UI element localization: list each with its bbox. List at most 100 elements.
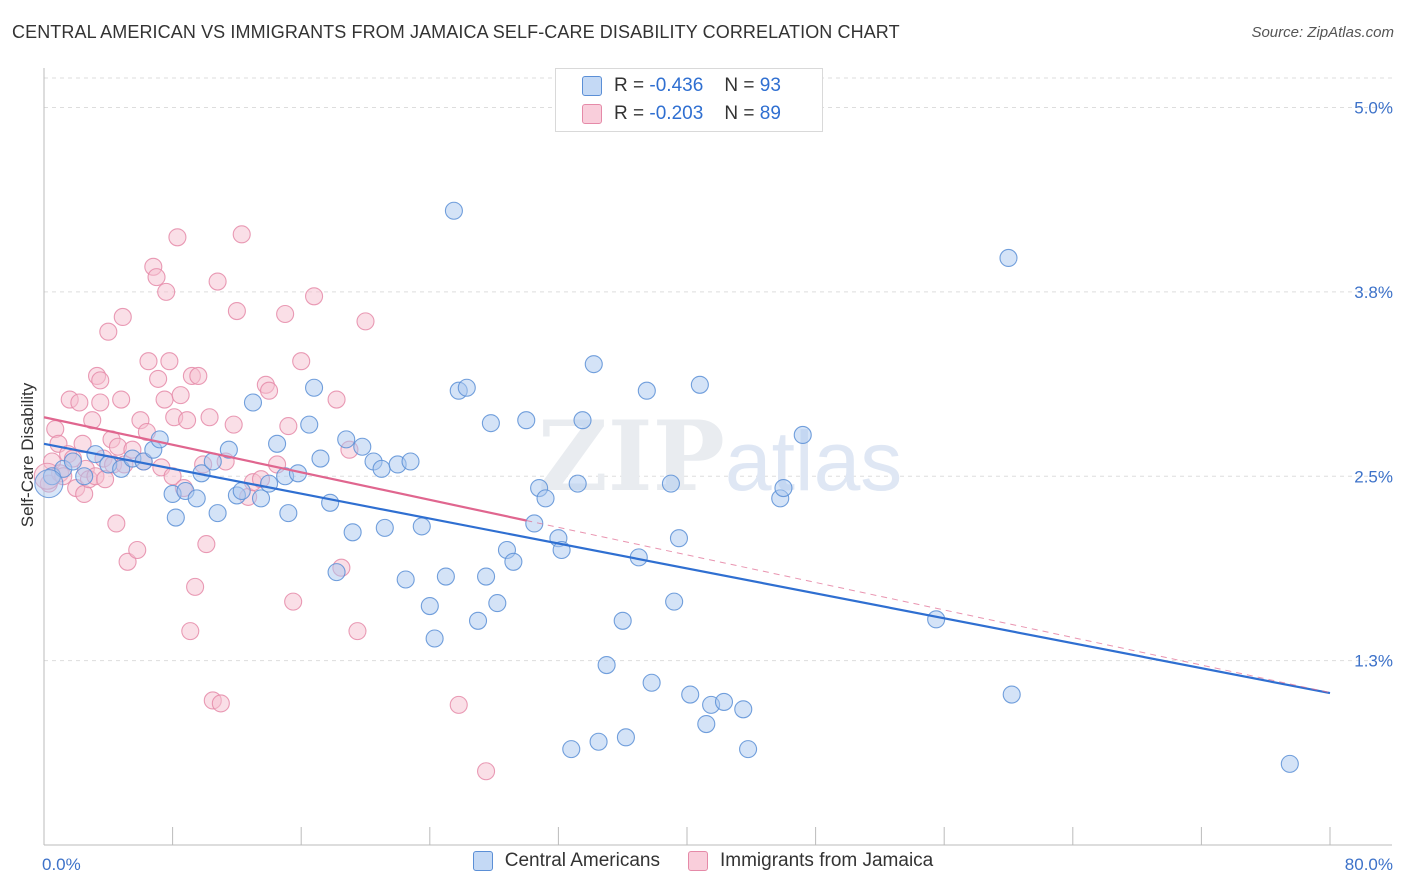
- central-american-point: [616, 728, 635, 747]
- y-tick-label: 3.8%: [1354, 283, 1393, 302]
- grid-lines: [44, 77, 1392, 662]
- central-american-point: [279, 504, 298, 523]
- jamaica-point: [232, 225, 251, 244]
- central-american-point: [477, 567, 496, 586]
- central-american-point: [251, 489, 271, 508]
- x-tick-label: 80.0%: [1345, 855, 1393, 874]
- legend-row-jamaica: R = -0.203 N = 89: [582, 102, 781, 126]
- legend-n-value: 93: [759, 75, 781, 96]
- central-american-point: [681, 685, 700, 704]
- central-american-point: [573, 411, 592, 430]
- source-credit: Source: ZipAtlas.com: [1251, 24, 1394, 41]
- jamaica-point: [107, 514, 126, 533]
- jamaica-point: [91, 371, 110, 390]
- central-american-point: [739, 740, 758, 759]
- central-american-point: [327, 563, 346, 582]
- jamaica-point: [83, 411, 102, 430]
- central-american-point: [525, 514, 544, 533]
- jamaica-point: [356, 312, 375, 331]
- legend-r-label: R =: [614, 103, 645, 124]
- central-american-point: [187, 489, 206, 508]
- series-legend: Central Americans Immigrants from Jamaic…: [0, 850, 1406, 872]
- jamaica-trend-extension: [526, 520, 1331, 694]
- central-american-point: [665, 592, 684, 611]
- jamaica-point: [227, 301, 246, 321]
- jamaica-point: [178, 411, 197, 430]
- central-american-point: [353, 437, 372, 456]
- jamaica-point: [186, 577, 205, 596]
- jamaica-point: [147, 268, 166, 287]
- central-american-point: [536, 489, 555, 508]
- central-american-point: [311, 449, 330, 468]
- central-american-point: [734, 700, 753, 719]
- central-american-point: [444, 201, 463, 220]
- central-american-point: [488, 594, 507, 613]
- watermark: ZIPatlas: [538, 400, 903, 513]
- central-american-point: [372, 459, 391, 478]
- jamaica-point: [113, 307, 132, 327]
- legend-n-value: 89: [759, 103, 781, 124]
- central-american-trend-line: [43, 442, 1331, 695]
- jamaica-point: [155, 390, 174, 409]
- y-tick-label: 1.3%: [1354, 652, 1393, 671]
- jamaica-point: [160, 352, 179, 371]
- jamaica-point: [46, 419, 65, 439]
- legend-swatch-pink: [582, 104, 602, 124]
- legend-r-label: R =: [614, 75, 645, 96]
- jamaica-point: [449, 695, 468, 714]
- central-american-point: [396, 570, 415, 589]
- central-american-point: [305, 378, 324, 397]
- central-american-point: [481, 414, 500, 433]
- jamaica-point: [208, 272, 227, 291]
- central-american-point: [927, 610, 946, 629]
- central-american-point: [343, 523, 362, 542]
- jamaica-point: [327, 390, 346, 409]
- legend-r-value: -0.203: [649, 103, 704, 124]
- central-american-point: [412, 517, 431, 536]
- central-american-point: [112, 459, 131, 478]
- jamaica-point: [284, 592, 303, 611]
- central-american-point: [232, 481, 251, 501]
- y-tick-label: 5.0%: [1354, 99, 1393, 118]
- jamaica-point: [259, 381, 279, 400]
- jamaica-point: [276, 304, 295, 324]
- x-tick-label: 0.0%: [42, 855, 81, 874]
- legend-row-central-americans: R = -0.436 N = 93: [582, 74, 781, 98]
- jamaica-point: [171, 386, 190, 405]
- jamaica-point: [149, 369, 168, 388]
- central-american-point: [63, 452, 82, 471]
- jamaica-point: [211, 694, 230, 713]
- trend-lines: [43, 416, 1331, 695]
- central-american-point: [243, 393, 263, 412]
- central-american-point: [999, 248, 1018, 268]
- jamaica-point: [157, 282, 176, 301]
- legend-swatch-blue: [472, 851, 493, 871]
- jamaica-point: [99, 322, 118, 341]
- central-american-point: [375, 518, 394, 537]
- central-american-point: [468, 611, 488, 630]
- correlation-legend: R = -0.436 N = 93 R = -0.203 N = 89: [555, 68, 823, 132]
- legend-item-jamaica: Immigrants from Jamaica: [687, 850, 933, 872]
- central-american-cluster-point: [34, 469, 64, 499]
- central-american-point: [504, 552, 523, 571]
- jamaica-point: [292, 352, 311, 371]
- central-american-point: [75, 467, 94, 486]
- jamaica-point: [70, 393, 89, 412]
- central-american-point: [425, 629, 444, 648]
- jamaica-point: [168, 228, 187, 247]
- legend-n-label: N =: [724, 103, 755, 124]
- y-axis-label: Self-Care Disability: [18, 382, 37, 527]
- central-american-point: [669, 529, 689, 548]
- legend-r-value: -0.436: [649, 75, 704, 96]
- central-american-point: [166, 508, 185, 527]
- legend-swatch-pink: [687, 851, 708, 871]
- central-american-point: [568, 474, 587, 493]
- axes: [43, 68, 1392, 846]
- y-tick-label: 2.5%: [1354, 467, 1393, 486]
- jamaica-point: [91, 393, 110, 412]
- jamaica-point: [189, 366, 208, 386]
- central-american-point: [642, 673, 661, 692]
- central-american-point: [774, 478, 793, 498]
- legend-label: Central Americans: [504, 850, 660, 871]
